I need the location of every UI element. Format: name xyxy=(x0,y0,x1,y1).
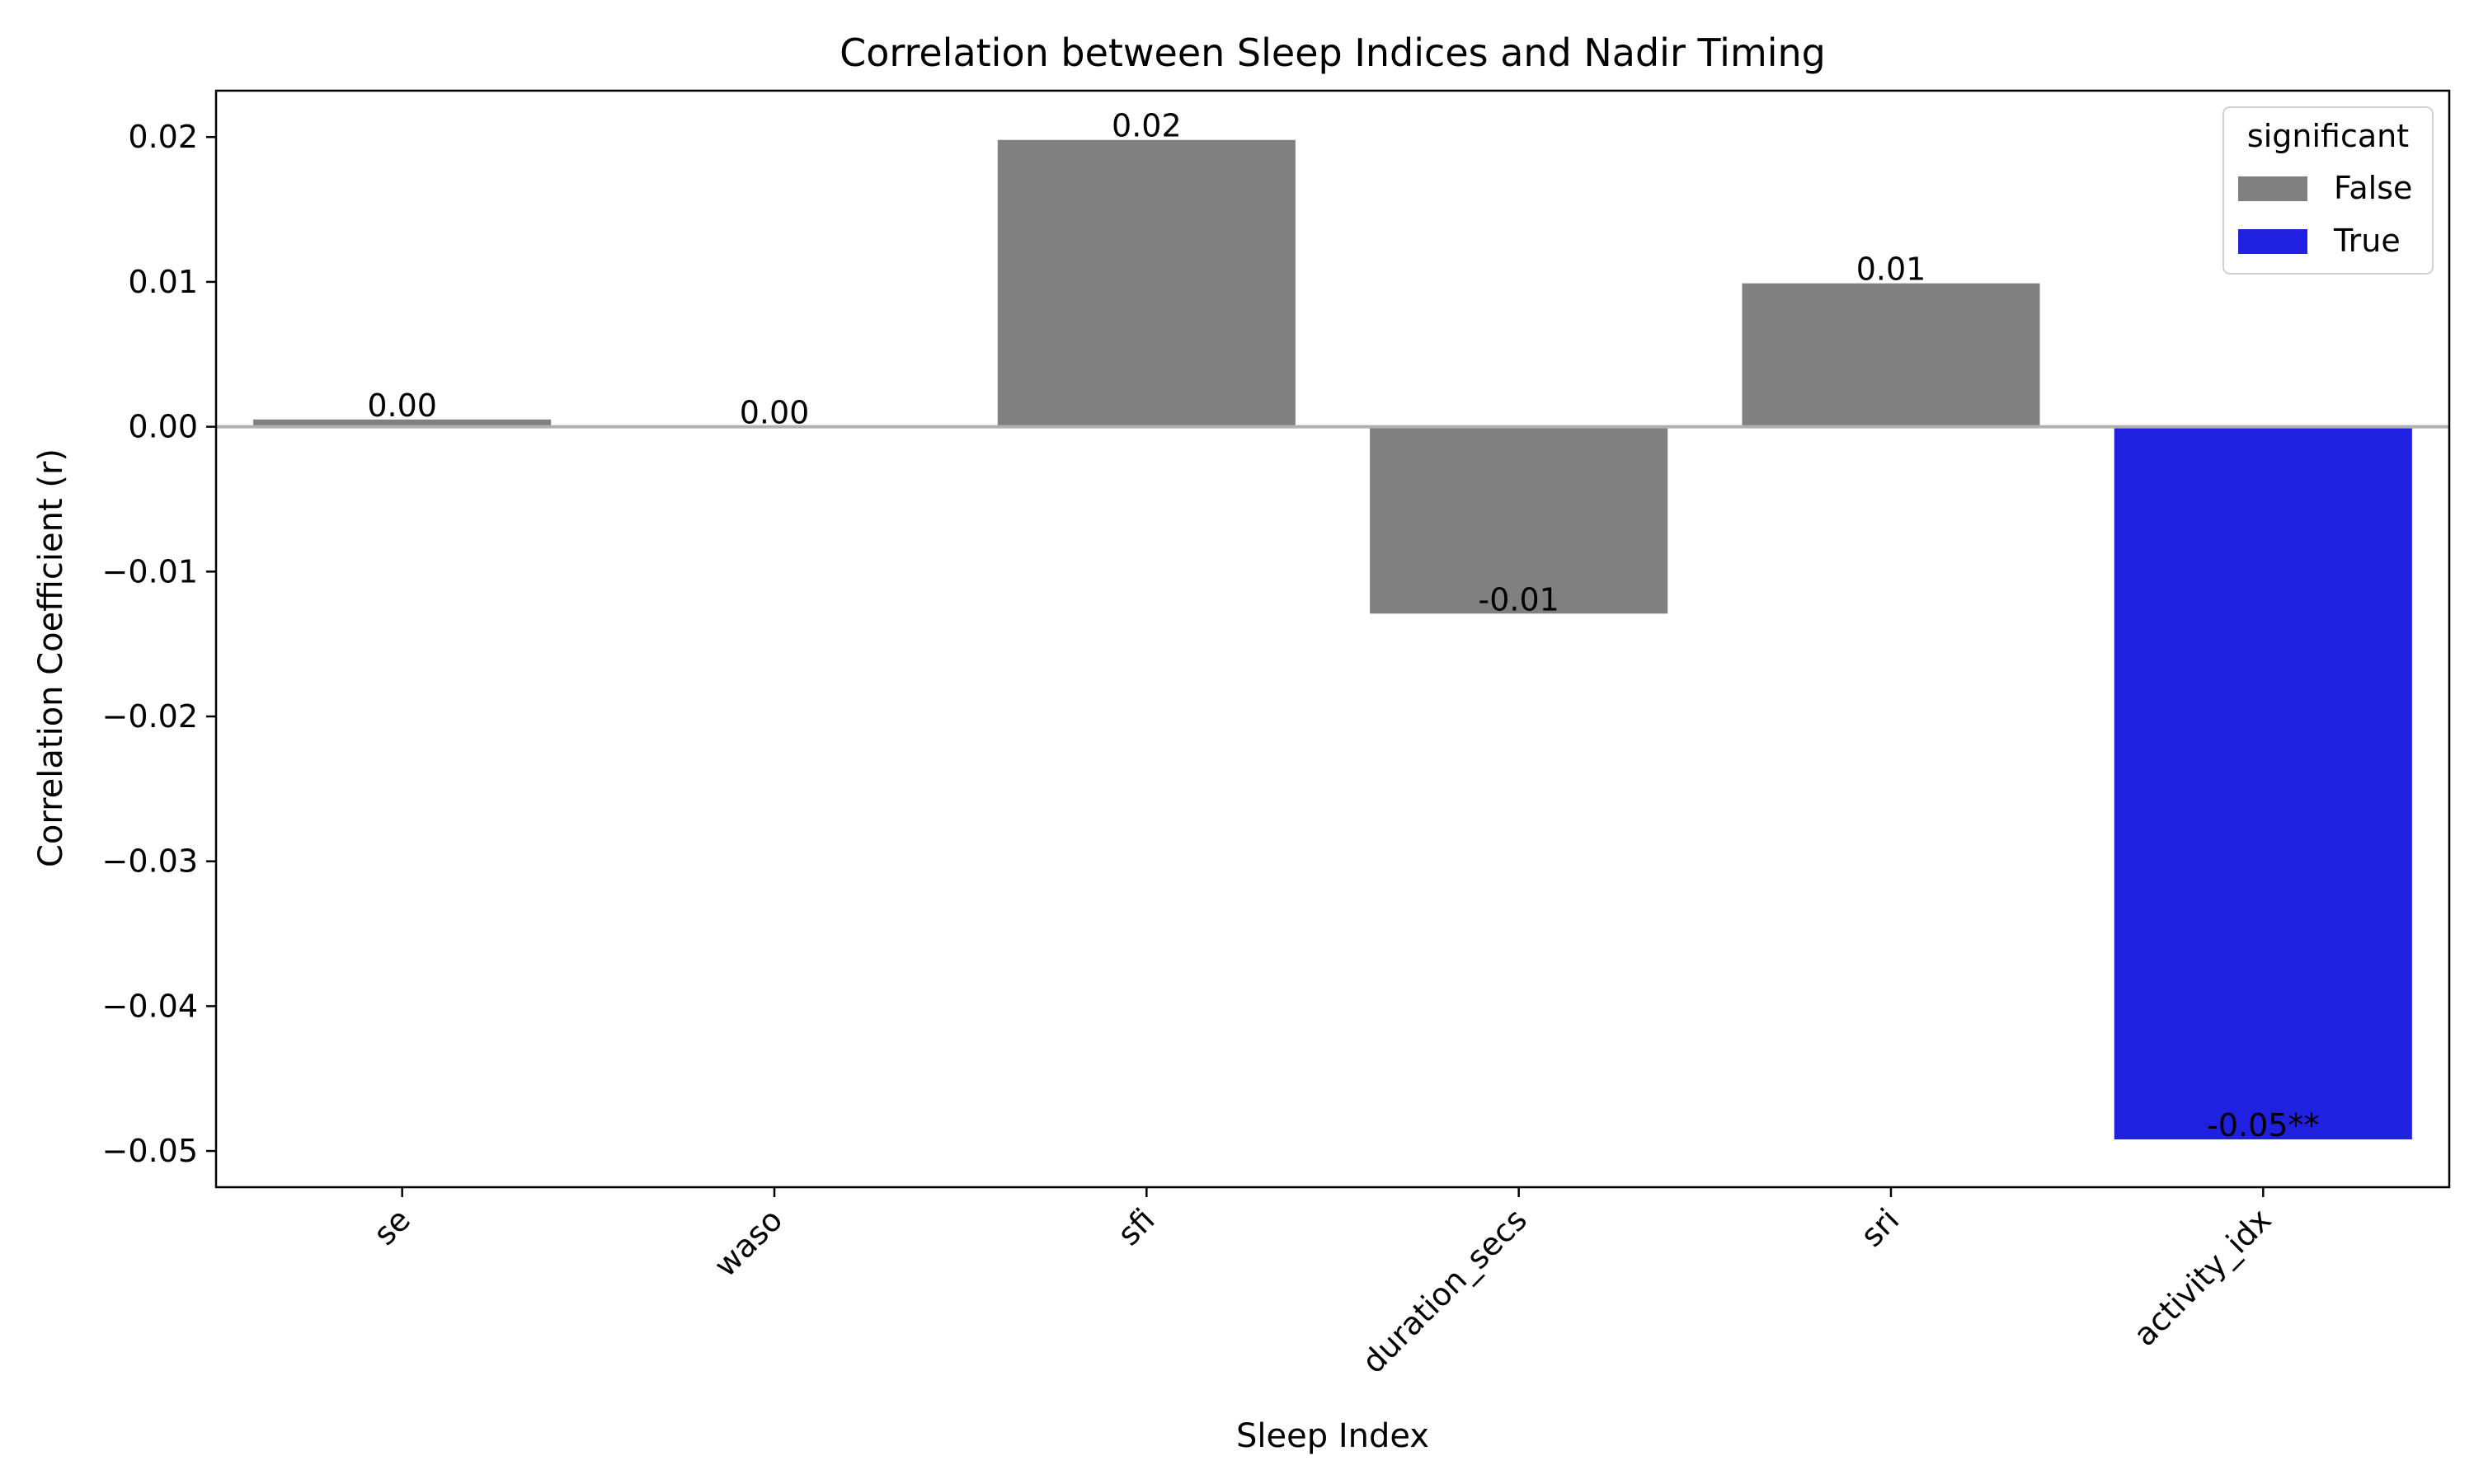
x-tick-label: sfi xyxy=(1111,1201,1162,1252)
bar-sri xyxy=(1742,283,2040,427)
bar-value-label: 0.00 xyxy=(740,395,810,431)
bar-activity_idx xyxy=(2114,426,2412,1140)
y-tick-label: −0.01 xyxy=(102,553,198,589)
bar-sfi xyxy=(997,139,1296,427)
legend-entry-label: True xyxy=(2333,223,2401,259)
bar-duration_secs xyxy=(1370,426,1668,614)
x-axis-title: Sleep Index xyxy=(1236,1417,1429,1455)
x-tick-label: duration_secs xyxy=(1355,1201,1534,1380)
legend-entry-label: False xyxy=(2334,170,2412,206)
bar-value-label: 0.02 xyxy=(1112,108,1182,144)
y-tick-label: 0.02 xyxy=(128,119,198,155)
x-tick-label: sri xyxy=(1854,1201,1907,1254)
bar-value-label: 0.00 xyxy=(367,387,437,424)
bar-value-label: 0.01 xyxy=(1856,251,1926,288)
legend-swatch xyxy=(2238,229,2307,254)
x-tick-label: activity_idx xyxy=(2127,1201,2279,1353)
y-tick-label: 0.00 xyxy=(128,409,198,445)
chart-title: Correlation between Sleep Indices and Na… xyxy=(840,31,1826,75)
legend: significant False True xyxy=(2222,106,2434,275)
plot-area: 0.00 0.00 0.02 -0.01 0.01 -0.05** 0.02 0.01 0.00… xyxy=(102,89,2451,1380)
plot-frame xyxy=(214,89,2451,1189)
y-tick-label: −0.03 xyxy=(102,843,198,880)
bar-value-label: -0.05** xyxy=(2207,1107,2319,1144)
bar-value-label: -0.01 xyxy=(1479,581,1559,618)
y-tick-label: 0.01 xyxy=(128,264,198,300)
y-tick-label: −0.04 xyxy=(102,988,198,1024)
y-tick-label: −0.02 xyxy=(102,698,198,735)
legend-title: significant xyxy=(2247,118,2409,154)
x-tick-label: se xyxy=(366,1201,417,1252)
y-tick-label: −0.05 xyxy=(102,1133,198,1169)
legend-swatch xyxy=(2238,176,2307,201)
y-axis-title: Correlation Coefficient (r) xyxy=(32,448,70,867)
bar-se xyxy=(253,419,552,427)
x-tick-label: waso xyxy=(707,1201,789,1284)
